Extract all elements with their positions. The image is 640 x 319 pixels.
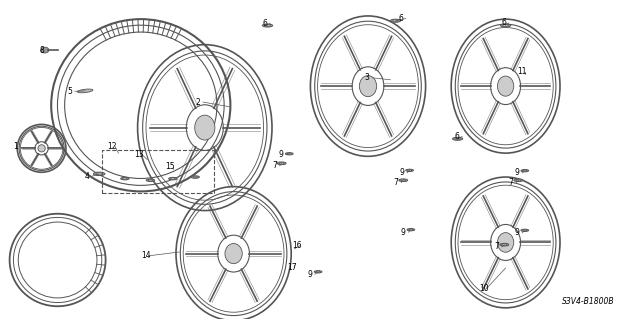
Ellipse shape [514, 179, 523, 182]
Text: S3V4-B1800B: S3V4-B1800B [562, 297, 614, 306]
Ellipse shape [390, 19, 401, 22]
Ellipse shape [41, 47, 49, 53]
Ellipse shape [406, 169, 413, 172]
Ellipse shape [516, 180, 521, 181]
Text: 9: 9 [515, 228, 520, 237]
Ellipse shape [500, 24, 511, 27]
Ellipse shape [96, 173, 102, 175]
Ellipse shape [407, 228, 415, 231]
Ellipse shape [500, 243, 509, 246]
Ellipse shape [279, 163, 284, 164]
Ellipse shape [287, 153, 291, 154]
Text: 1: 1 [13, 142, 17, 151]
Text: 6: 6 [262, 19, 268, 28]
Ellipse shape [262, 24, 273, 27]
Text: 9: 9 [307, 270, 312, 279]
Ellipse shape [122, 178, 127, 179]
Ellipse shape [521, 229, 529, 232]
Ellipse shape [38, 145, 45, 152]
Ellipse shape [408, 170, 412, 171]
Ellipse shape [455, 138, 460, 140]
Ellipse shape [195, 115, 215, 140]
Text: 9: 9 [401, 228, 406, 237]
Text: 10: 10 [479, 284, 488, 293]
Ellipse shape [169, 177, 177, 180]
Ellipse shape [77, 89, 93, 93]
Ellipse shape [121, 177, 129, 180]
Text: 4: 4 [84, 172, 90, 181]
Ellipse shape [399, 179, 408, 182]
Text: 9: 9 [399, 168, 404, 177]
Text: 15: 15 [165, 162, 175, 171]
Ellipse shape [170, 178, 175, 179]
Text: 16: 16 [292, 241, 302, 250]
Ellipse shape [277, 162, 286, 165]
Text: 7: 7 [509, 178, 514, 187]
Text: 8: 8 [40, 46, 44, 55]
Ellipse shape [497, 76, 514, 96]
Text: 11: 11 [517, 67, 527, 76]
Ellipse shape [452, 137, 463, 140]
Ellipse shape [503, 25, 508, 26]
Ellipse shape [265, 25, 270, 26]
Text: 6: 6 [501, 19, 506, 27]
Ellipse shape [497, 233, 514, 252]
Ellipse shape [360, 76, 376, 97]
Ellipse shape [393, 20, 398, 22]
Ellipse shape [401, 180, 406, 181]
Ellipse shape [93, 172, 105, 175]
Ellipse shape [285, 152, 293, 155]
Text: 9: 9 [278, 150, 284, 159]
Text: 2: 2 [195, 98, 200, 107]
Text: 9: 9 [515, 168, 520, 177]
Ellipse shape [314, 271, 322, 273]
Text: 5: 5 [67, 87, 72, 96]
Text: 3: 3 [365, 73, 370, 82]
Text: 7: 7 [494, 242, 499, 251]
Ellipse shape [521, 169, 529, 172]
Text: 13: 13 [134, 150, 144, 159]
Ellipse shape [523, 230, 527, 231]
Ellipse shape [193, 176, 198, 178]
Ellipse shape [523, 170, 527, 171]
Text: 7: 7 [394, 178, 399, 187]
Text: 6: 6 [398, 14, 403, 23]
Ellipse shape [409, 229, 413, 230]
Ellipse shape [502, 244, 507, 245]
Ellipse shape [191, 176, 200, 178]
Text: 14: 14 [141, 251, 150, 260]
Ellipse shape [316, 271, 320, 272]
Ellipse shape [148, 180, 153, 181]
Text: 12: 12 [108, 142, 117, 151]
Text: 17: 17 [287, 263, 296, 272]
Text: 6: 6 [454, 132, 460, 141]
Ellipse shape [225, 244, 243, 263]
Ellipse shape [146, 179, 154, 182]
Text: 7: 7 [272, 161, 277, 170]
